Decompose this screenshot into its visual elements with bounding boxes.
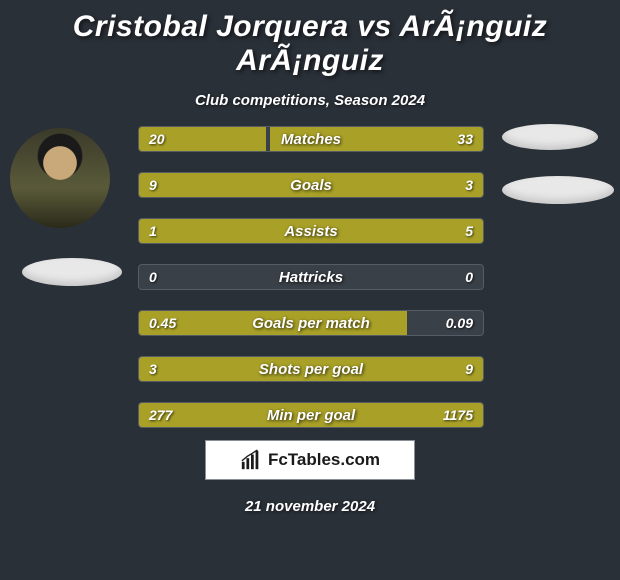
- stat-row: 2771175Min per goal: [138, 402, 484, 428]
- chart-icon: [240, 449, 262, 471]
- date-label: 21 november 2024: [0, 498, 620, 515]
- stat-value-left: 9: [139, 173, 167, 197]
- stat-value-right: 33: [447, 127, 483, 151]
- stat-row: 15Assists: [138, 218, 484, 244]
- stat-value-right: 1175: [433, 403, 483, 427]
- flag-placeholder-left: [22, 258, 122, 286]
- player-left-avatar: [10, 128, 110, 228]
- stat-value-left: 1: [139, 219, 167, 243]
- page-title: Cristobal Jorquera vs ArÃ¡nguiz ArÃ¡ngui…: [0, 0, 620, 78]
- stat-row: 2033Matches: [138, 126, 484, 152]
- stat-label: Hattricks: [139, 265, 483, 289]
- stat-value-left: 3: [139, 357, 167, 381]
- stat-value-right: 0: [455, 265, 483, 289]
- subtitle: Club competitions, Season 2024: [0, 92, 620, 109]
- stat-value-right: 3: [455, 173, 483, 197]
- stat-value-right: 0.09: [436, 311, 483, 335]
- stat-value-left: 20: [139, 127, 175, 151]
- avatar-placeholder: [10, 128, 110, 228]
- stat-value-right: 5: [455, 219, 483, 243]
- stat-row: 93Goals: [138, 172, 484, 198]
- stats-bars: 2033Matches93Goals15Assists00Hattricks0.…: [138, 126, 484, 448]
- stat-value-left: 0: [139, 265, 167, 289]
- stat-value-left: 0.45: [139, 311, 186, 335]
- stat-value-right: 9: [455, 357, 483, 381]
- brand-text: FcTables.com: [268, 450, 380, 470]
- stat-row: 0.450.09Goals per match: [138, 310, 484, 336]
- stat-row: 0 0Hattricks: [138, 264, 484, 290]
- avatar-placeholder-right: [502, 124, 598, 150]
- bar-fill-left: [139, 173, 397, 197]
- stat-row: 39Shots per goal: [138, 356, 484, 382]
- flag-placeholder-right: [502, 176, 614, 204]
- brand-logo: FcTables.com: [205, 440, 415, 480]
- bar-fill-right: [225, 357, 483, 381]
- bar-fill-right: [197, 219, 483, 243]
- stat-value-left: 277: [139, 403, 182, 427]
